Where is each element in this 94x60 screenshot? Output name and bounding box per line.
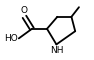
Text: NH: NH [50,46,63,55]
Text: O: O [21,6,28,15]
Text: HO: HO [4,34,18,43]
